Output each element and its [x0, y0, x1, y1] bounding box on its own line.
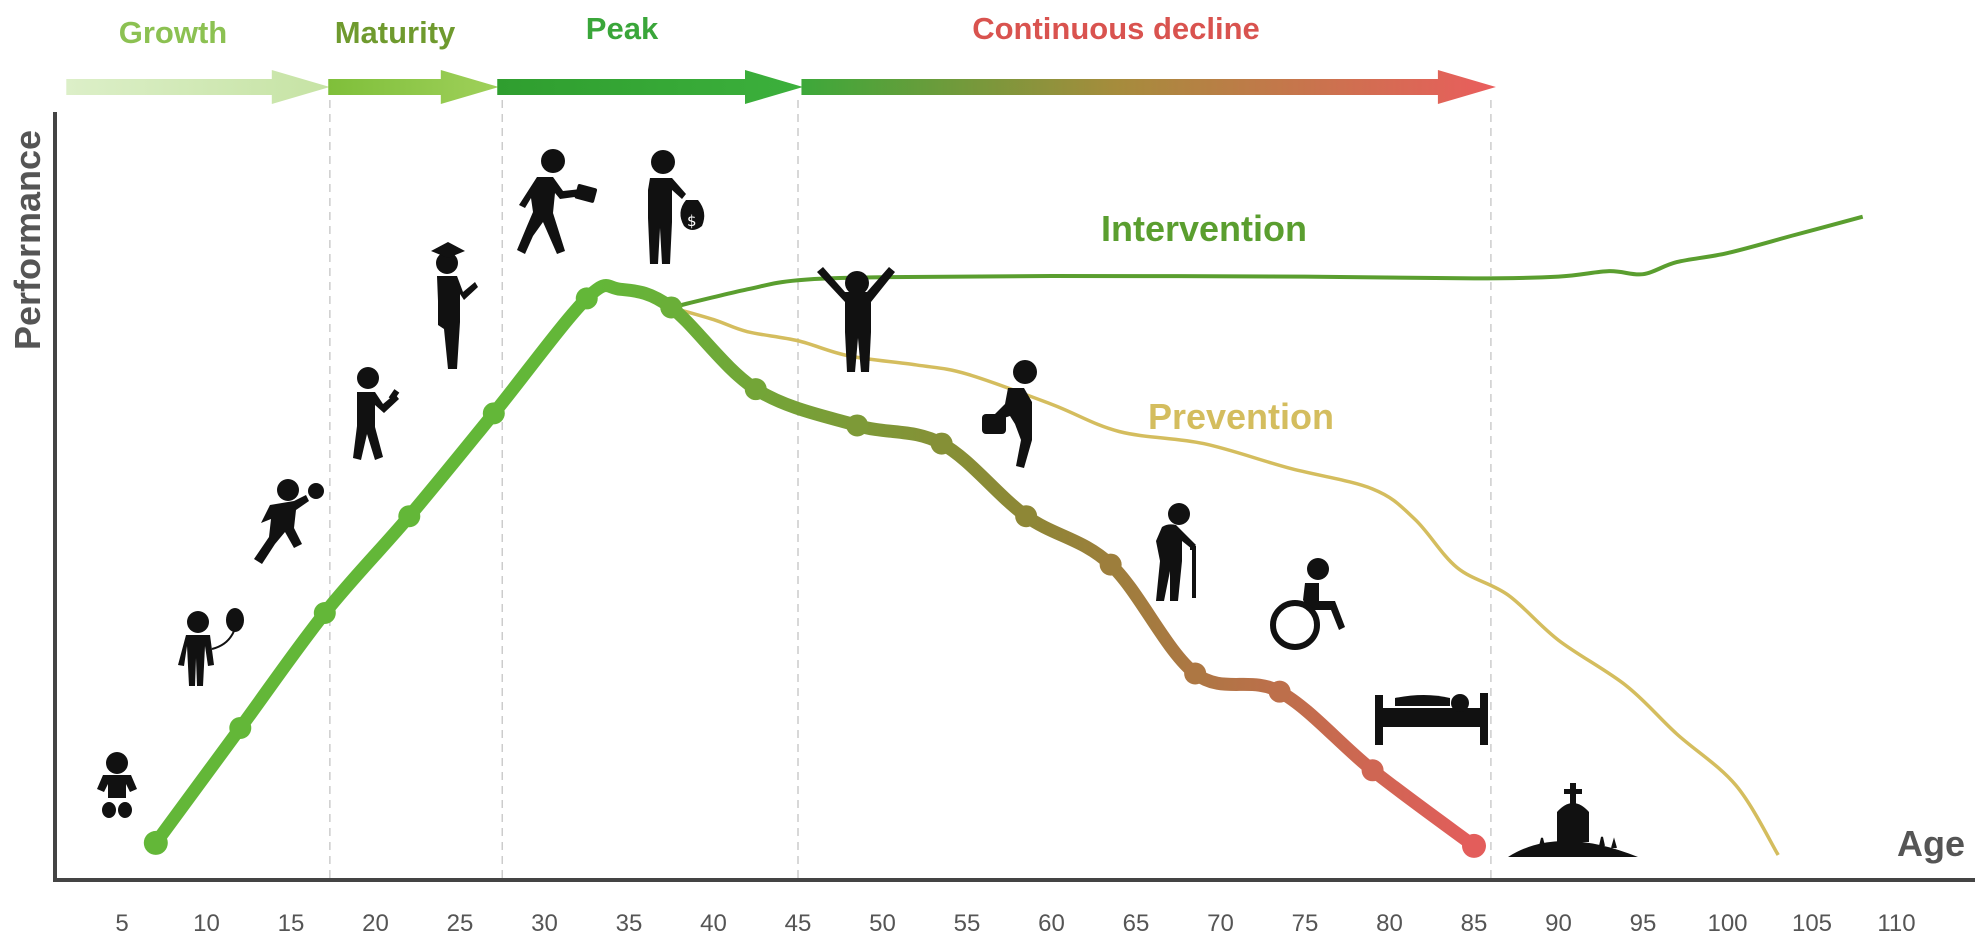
x-axis-label: Age [1897, 823, 1965, 864]
child-with-balloon-icon [178, 608, 244, 686]
x-tick-label: 65 [1123, 910, 1150, 937]
baby-icon [97, 752, 137, 818]
man-with-money-bag-icon: $ [648, 150, 705, 264]
curve-marker [313, 602, 336, 624]
x-axis-ticks: 5 10 15 20 25 30 35 40 45 50 55 60 65 70 75 80 85 90 95 100… [115, 910, 1915, 937]
x-tick-label: 55 [954, 910, 981, 937]
curve-marker [930, 432, 953, 455]
boy-with-ball-icon [254, 479, 324, 564]
man-with-bag-icon [982, 360, 1037, 468]
x-tick-label: 40 [700, 910, 727, 937]
walking-with-briefcase-icon [517, 149, 598, 254]
x-tick-label: 70 [1207, 910, 1234, 937]
baseline-performance-curve [149, 279, 1481, 853]
phase-arrow-peak [497, 70, 803, 104]
prevention-label: Prevention [1148, 396, 1334, 437]
phase-boundaries [329, 100, 1492, 878]
x-tick-label: 35 [616, 910, 643, 937]
curve-marker [398, 505, 421, 528]
graduate-icon [431, 242, 478, 369]
x-tick-label: 5 [115, 910, 128, 937]
curve-marker [482, 402, 505, 425]
curve-marker [1268, 680, 1291, 703]
x-tick-label: 45 [785, 910, 812, 937]
curve-marker [229, 716, 252, 739]
x-tick-label: 10 [193, 910, 220, 937]
curve-marker [744, 378, 767, 401]
wheelchair-icon [1270, 558, 1345, 650]
curve-marker [143, 830, 168, 855]
intervention-label: Intervention [1101, 208, 1307, 249]
phase-label-maturity: Maturity [335, 15, 456, 50]
elder-with-cane-icon [1156, 503, 1196, 601]
x-tick-label: 30 [531, 910, 558, 937]
x-tick-label: 85 [1461, 910, 1488, 937]
grave-icon [1508, 783, 1638, 857]
x-tick-label: 110 [1877, 910, 1915, 937]
x-tick-label: 60 [1038, 910, 1065, 937]
phase-label-peak: Peak [586, 11, 659, 46]
x-tick-label: 50 [869, 910, 896, 937]
phase-label-continuous-decline: Continuous decline [972, 11, 1260, 46]
prevention-curve [670, 305, 1780, 856]
phase-arrow-maturity [328, 70, 499, 104]
x-tick-label: 90 [1545, 910, 1572, 937]
svg-text:$: $ [687, 212, 697, 230]
curve-marker [1184, 662, 1207, 685]
x-tick-label: 95 [1630, 910, 1657, 937]
x-tick-label: 105 [1792, 910, 1832, 937]
x-tick-label: 75 [1292, 910, 1319, 937]
phase-label-growth: Growth [119, 15, 228, 50]
arms-raised-icon [817, 267, 895, 372]
curve-marker [575, 287, 598, 310]
curve-marker [1099, 553, 1122, 576]
y-axis-label: Performance [7, 130, 48, 350]
curve-marker [1462, 833, 1486, 858]
x-tick-label: 20 [362, 910, 389, 937]
curve-marker [660, 296, 683, 319]
curve-marker [846, 414, 869, 437]
x-tick-label: 100 [1707, 910, 1747, 937]
phase-arrow-growth [66, 70, 330, 104]
x-tick-label: 25 [447, 910, 474, 937]
phase-arrows [66, 70, 1496, 104]
x-tick-label: 80 [1376, 910, 1403, 937]
curve-marker [1361, 759, 1384, 782]
curves [143, 214, 1864, 858]
curve-marker [1015, 505, 1038, 528]
x-tick-label: 15 [278, 910, 305, 937]
person-in-bed-icon [1375, 693, 1488, 745]
phase-arrow-continuous-decline [801, 70, 1496, 104]
student-reading-icon [353, 367, 400, 460]
